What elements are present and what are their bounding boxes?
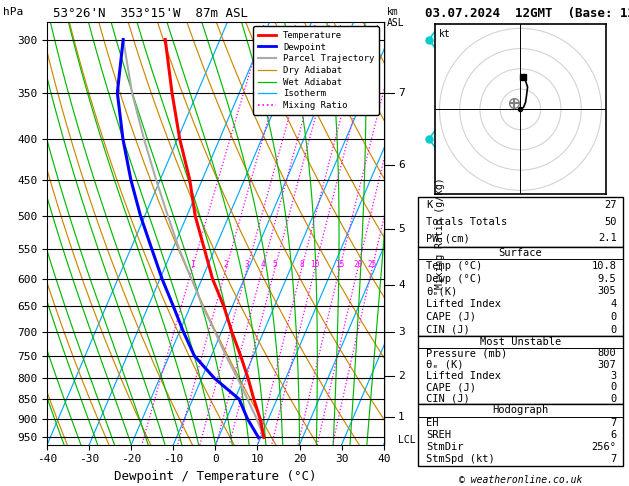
Text: 25: 25 (367, 260, 377, 269)
Text: 5: 5 (272, 260, 277, 269)
Text: 7: 7 (610, 454, 616, 465)
Text: © weatheronline.co.uk: © weatheronline.co.uk (459, 474, 582, 485)
Text: 1: 1 (398, 412, 404, 422)
Text: 305: 305 (598, 286, 616, 296)
Text: StmSpd (kt): StmSpd (kt) (426, 454, 495, 465)
Text: Surface: Surface (499, 248, 542, 258)
Text: 7: 7 (610, 417, 616, 428)
Text: 10.8: 10.8 (592, 261, 616, 271)
Text: 5: 5 (398, 225, 404, 234)
Legend: Temperature, Dewpoint, Parcel Trajectory, Dry Adiabat, Wet Adiabat, Isotherm, Mi: Temperature, Dewpoint, Parcel Trajectory… (253, 26, 379, 115)
Text: CAPE (J): CAPE (J) (426, 382, 476, 392)
Text: Lifted Index: Lifted Index (426, 371, 501, 381)
Text: Dewp (°C): Dewp (°C) (426, 274, 482, 283)
Bar (418, 336, 623, 404)
Text: Hodograph: Hodograph (493, 405, 548, 416)
Text: 3: 3 (398, 327, 404, 337)
Text: CIN (J): CIN (J) (426, 325, 470, 335)
Bar (418, 246, 623, 336)
Text: 0: 0 (610, 394, 616, 404)
Text: EH: EH (426, 417, 439, 428)
Text: 0: 0 (610, 325, 616, 335)
Text: Totals Totals: Totals Totals (426, 217, 508, 226)
Text: Temp (°C): Temp (°C) (426, 261, 482, 271)
Text: 27: 27 (604, 200, 616, 210)
Text: 6: 6 (398, 160, 404, 171)
Text: 03.07.2024  12GMT  (Base: 12): 03.07.2024 12GMT (Base: 12) (425, 7, 629, 20)
Text: PW (cm): PW (cm) (426, 233, 470, 243)
Text: θₑ (K): θₑ (K) (426, 360, 464, 369)
Text: Pressure (mb): Pressure (mb) (426, 348, 508, 358)
Text: 307: 307 (598, 360, 616, 369)
Text: 256°: 256° (592, 442, 616, 452)
Bar (418, 197, 623, 246)
Text: StmDir: StmDir (426, 442, 464, 452)
Text: 6: 6 (610, 430, 616, 440)
Text: km
ASL: km ASL (387, 7, 404, 28)
Text: θₑ(K): θₑ(K) (426, 286, 458, 296)
Text: CAPE (J): CAPE (J) (426, 312, 476, 322)
Text: 800: 800 (598, 348, 616, 358)
Bar (418, 404, 623, 466)
Text: 0: 0 (610, 312, 616, 322)
Text: 2: 2 (224, 260, 228, 269)
Text: hPa: hPa (3, 7, 23, 17)
Text: Lifted Index: Lifted Index (426, 299, 501, 309)
Text: 4: 4 (610, 299, 616, 309)
Text: 53°26'N  353°15'W  87m ASL: 53°26'N 353°15'W 87m ASL (53, 7, 248, 20)
Text: 0: 0 (610, 382, 616, 392)
Text: CIN (J): CIN (J) (426, 394, 470, 404)
Text: 3: 3 (610, 371, 616, 381)
Text: Most Unstable: Most Unstable (480, 337, 561, 347)
Text: 1: 1 (190, 260, 194, 269)
Text: LCL: LCL (398, 435, 416, 445)
X-axis label: Dewpoint / Temperature (°C): Dewpoint / Temperature (°C) (114, 470, 316, 483)
Text: 10: 10 (310, 260, 320, 269)
Text: 9.5: 9.5 (598, 274, 616, 283)
Text: K: K (426, 200, 433, 210)
Text: 2: 2 (398, 371, 404, 381)
Text: 20: 20 (353, 260, 362, 269)
Text: 15: 15 (335, 260, 344, 269)
Text: 50: 50 (604, 217, 616, 226)
Text: 4: 4 (398, 279, 404, 290)
Text: 4: 4 (260, 260, 265, 269)
Text: 2.1: 2.1 (598, 233, 616, 243)
Text: Mixing Ratio (g/kg): Mixing Ratio (g/kg) (435, 177, 445, 289)
Text: kt: kt (439, 29, 450, 39)
Text: 8: 8 (299, 260, 304, 269)
Text: SREH: SREH (426, 430, 452, 440)
Text: 7: 7 (398, 88, 404, 98)
Text: 3: 3 (245, 260, 249, 269)
